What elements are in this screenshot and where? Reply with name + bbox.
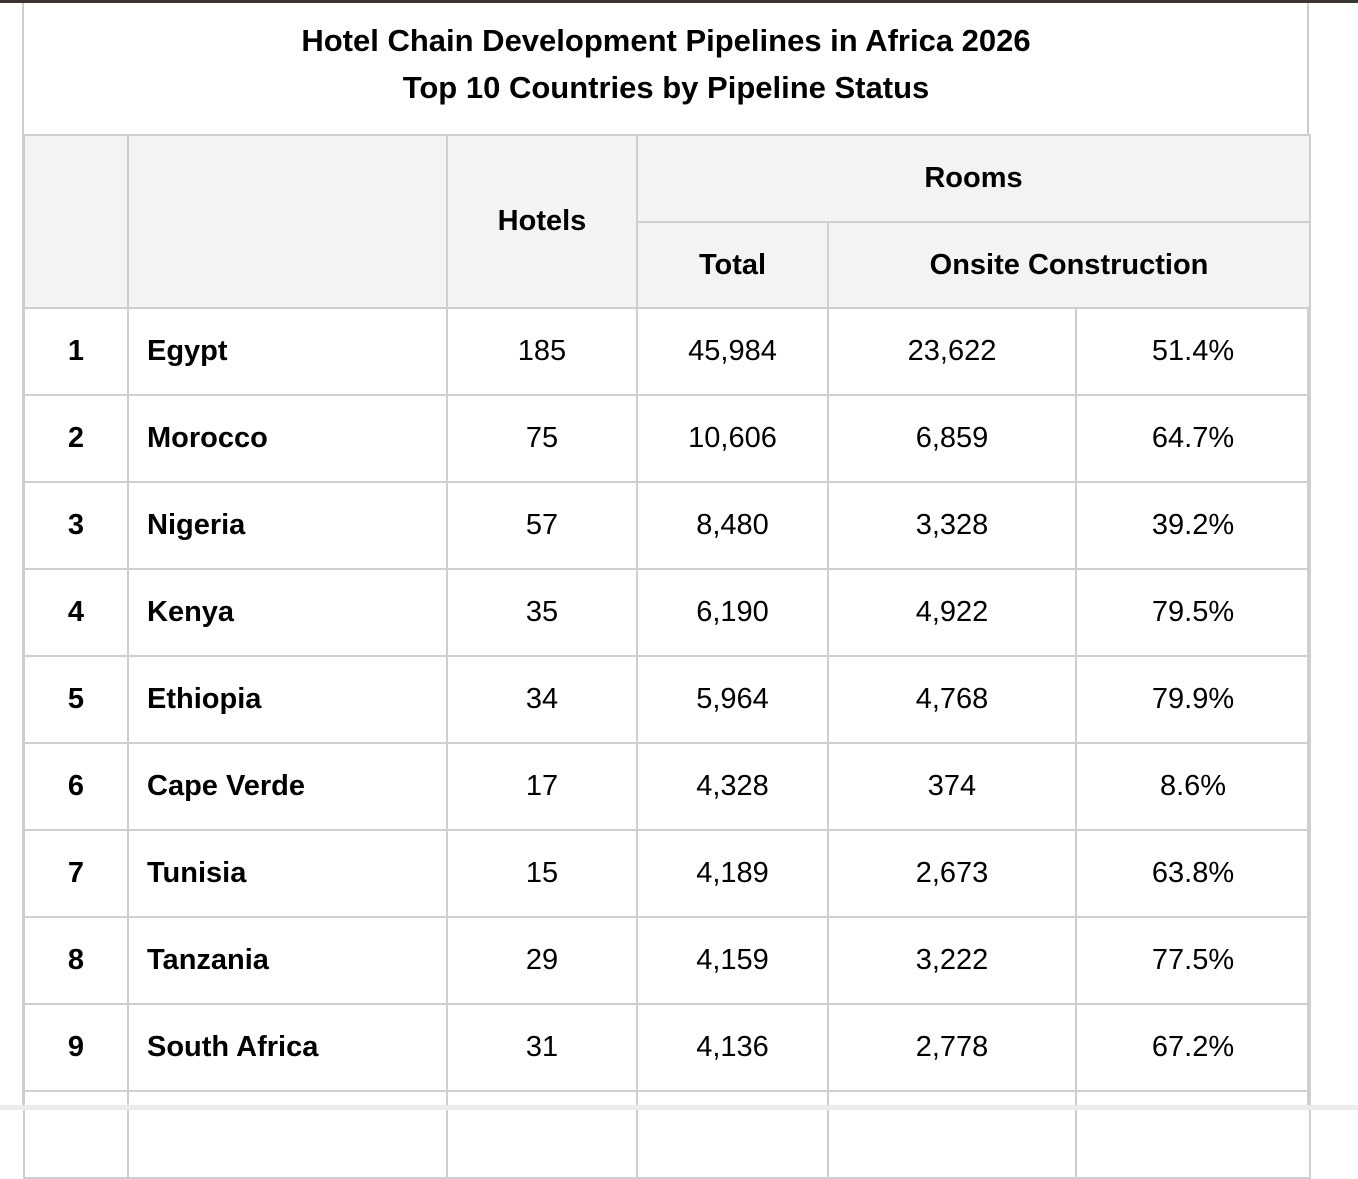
table-row: 2 Morocco 75 10,606 6,859 64.7% <box>23 394 1312 483</box>
cell-country: Egypt <box>127 307 448 396</box>
cell-hotels: 34 <box>446 655 638 744</box>
header-country <box>127 134 448 309</box>
cell-onsite: 3,328 <box>827 481 1077 570</box>
cell-pct: 64.7% <box>1074 394 1312 483</box>
cell-rank: 2 <box>23 394 129 483</box>
cell-onsite: 23,622 <box>827 307 1077 396</box>
cell-rank: 6 <box>23 742 129 831</box>
header-total: Total <box>636 221 829 309</box>
cell-hotels: 185 <box>446 307 638 396</box>
table-row: 3 Nigeria 57 8,480 3,328 39.2% <box>23 481 1312 570</box>
cell-pct: 39.2% <box>1074 481 1312 570</box>
cell-country: Tunisia <box>127 829 448 918</box>
cell-hotels: 15 <box>446 829 638 918</box>
cell-onsite: 6,859 <box>827 394 1077 483</box>
cell-onsite: 2,778 <box>827 1003 1077 1092</box>
cell-total: 10,606 <box>636 394 829 483</box>
cell-pct: 51.4% <box>1074 307 1312 396</box>
window-bottom-edge <box>0 1105 1358 1110</box>
cell-hotels: 57 <box>446 481 638 570</box>
window-top-edge <box>0 0 1358 3</box>
cell-onsite: 2,673 <box>827 829 1077 918</box>
cell-country: South Africa <box>127 1003 448 1092</box>
cell-onsite: 374 <box>827 742 1077 831</box>
pipeline-table: Hotels Rooms Total Onsite Construction 1… <box>23 134 1312 1179</box>
cell-hotels: 35 <box>446 568 638 657</box>
cell-country: Tanzania <box>127 916 448 1005</box>
cell-total: 6,190 <box>636 568 829 657</box>
cell-pct: 77.5% <box>1074 916 1312 1005</box>
cell-pct: 79.9% <box>1074 655 1312 744</box>
header-hotels: Hotels <box>446 134 638 309</box>
cell-total: 4,328 <box>636 742 829 831</box>
cell-hotels: 17 <box>446 742 638 831</box>
cell-rank: 5 <box>23 655 129 744</box>
cell-rank: 7 <box>23 829 129 918</box>
header-rank <box>23 134 129 309</box>
cell-country: Cape Verde <box>127 742 448 831</box>
cell-total: 5,964 <box>636 655 829 744</box>
header-onsite-construction: Onsite Construction <box>826 221 1312 309</box>
cell-pct: 8.6% <box>1074 742 1312 831</box>
cell-hotels: 29 <box>446 916 638 1005</box>
cell-total: 8,480 <box>636 481 829 570</box>
cell-rank: 4 <box>23 568 129 657</box>
cell-country: Morocco <box>127 394 448 483</box>
cell-pct: 79.5% <box>1074 568 1312 657</box>
cell-onsite: 4,922 <box>827 568 1077 657</box>
cell-rank: 9 <box>23 1003 129 1092</box>
table-row: 9 South Africa 31 4,136 2,778 67.2% <box>23 1003 1312 1092</box>
table-title: Hotel Chain Development Pipelines in Afr… <box>24 3 1308 134</box>
cell-pct: 63.8% <box>1074 829 1312 918</box>
table-row: 1 Egypt 185 45,984 23,622 51.4% <box>23 307 1312 396</box>
header-rooms: Rooms <box>635 134 1312 223</box>
cell-rank: 1 <box>23 307 129 396</box>
table-row: 4 Kenya 35 6,190 4,922 79.5% <box>23 568 1312 657</box>
cell-country: Kenya <box>127 568 448 657</box>
title-line-2: Top 10 Countries by Pipeline Status <box>402 70 930 105</box>
table-row: 7 Tunisia 15 4,189 2,673 63.8% <box>23 829 1312 918</box>
table-row: 6 Cape Verde 17 4,328 374 8.6% <box>23 742 1312 831</box>
cell-total: 4,159 <box>636 916 829 1005</box>
cell-total: 45,984 <box>636 307 829 396</box>
cell-country: Nigeria <box>127 481 448 570</box>
cell-pct: 67.2% <box>1074 1003 1312 1092</box>
table-row: 5 Ethiopia 34 5,964 4,768 79.9% <box>23 655 1312 744</box>
cell-total: 4,136 <box>636 1003 829 1092</box>
cell-onsite: 4,768 <box>827 655 1077 744</box>
table-row: 8 Tanzania 29 4,159 3,222 77.5% <box>23 916 1312 1005</box>
cell-hotels: 31 <box>446 1003 638 1092</box>
cell-rank: 3 <box>23 481 129 570</box>
cell-hotels: 75 <box>446 394 638 483</box>
title-line-1: Hotel Chain Development Pipelines in Afr… <box>301 23 1031 58</box>
cell-total: 4,189 <box>636 829 829 918</box>
cell-country: Ethiopia <box>127 655 448 744</box>
cell-onsite: 3,222 <box>827 916 1077 1005</box>
cell-rank: 8 <box>23 916 129 1005</box>
